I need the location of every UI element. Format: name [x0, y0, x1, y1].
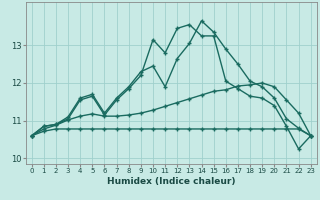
X-axis label: Humidex (Indice chaleur): Humidex (Indice chaleur): [107, 177, 236, 186]
